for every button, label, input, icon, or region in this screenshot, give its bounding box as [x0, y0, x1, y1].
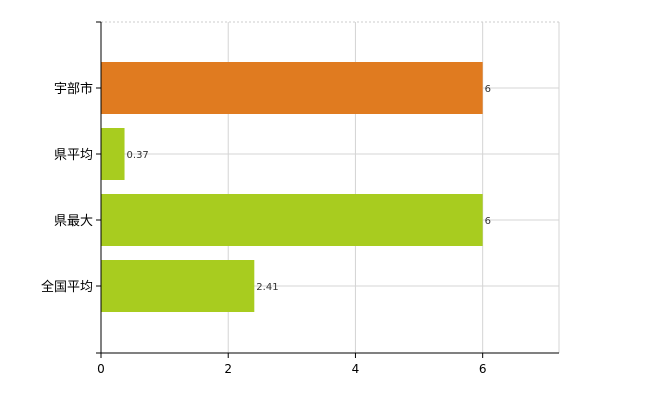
x-tick-label-1: 2: [224, 362, 232, 376]
bar-0: [101, 62, 483, 114]
data-label-3: 2.41: [256, 282, 278, 293]
x-tick-label-2: 4: [352, 362, 360, 376]
bar-3: [101, 260, 255, 312]
bar-2: [101, 194, 483, 246]
category-label-1: 県平均: [54, 148, 93, 163]
category-label-0: 宇部市: [54, 81, 93, 97]
data-label-1: 0.37: [127, 150, 149, 161]
category-label-2: 県最大: [54, 214, 93, 229]
x-tick-label-0: 0: [97, 362, 105, 376]
data-label-0: 6: [485, 84, 491, 95]
axes: [96, 21, 559, 358]
category-label-3: 全国平均: [41, 279, 93, 295]
data-label-2: 6: [485, 216, 491, 227]
bar-1: [101, 128, 125, 180]
x-tick-label-3: 6: [479, 362, 487, 376]
bars: [101, 62, 483, 312]
